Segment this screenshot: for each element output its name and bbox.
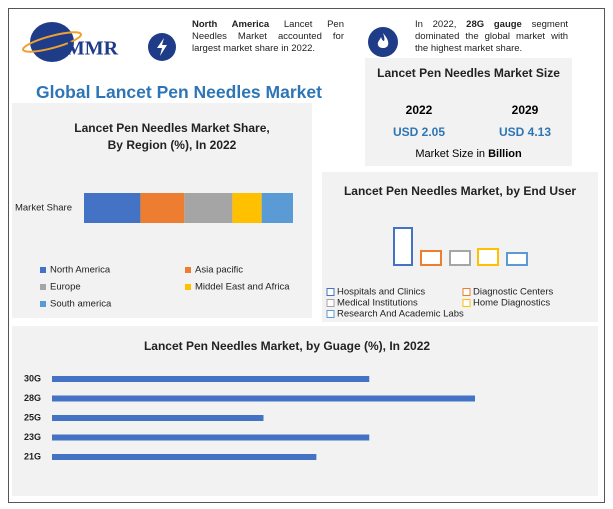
panel-title: Lancet Pen Needles Market Size — [377, 66, 560, 80]
y-tick-label: 23G — [24, 432, 41, 442]
orbit — [22, 31, 83, 53]
legend-swatch — [326, 310, 335, 318]
bar — [449, 250, 471, 266]
market-value: USD 2.05 — [392, 125, 446, 139]
bar-segment — [84, 193, 141, 223]
year: 2029 — [511, 103, 539, 117]
year: 2022 — [405, 103, 433, 117]
legend-label: Asia pacific — [195, 265, 243, 276]
legend-swatch — [40, 267, 46, 273]
bar — [52, 415, 264, 421]
note-2: In 2022, 28G gauge segment dominated the… — [415, 19, 568, 55]
bar — [52, 376, 370, 382]
bar-segment — [140, 193, 185, 223]
note-text: In 2022, — [415, 19, 457, 30]
chart-title: Lancet Pen Needles Market Share, By Regi… — [74, 121, 270, 152]
legend-label: Medical Institutions — [337, 298, 418, 309]
legend-swatch — [326, 299, 335, 307]
legend-label: Home Diagnostics — [473, 298, 550, 309]
legend-label: Europe — [50, 282, 81, 293]
y-tick-label: 21G — [24, 451, 41, 461]
bar — [52, 395, 475, 402]
legend-label: North America — [50, 265, 111, 276]
region-panel: Market Share North America Asia pacific Eur… — [12, 103, 312, 318]
bar — [420, 250, 442, 266]
gauge-chart: 30G 28G 25G 23G 21G — [24, 373, 475, 461]
legend-swatch — [462, 288, 471, 296]
unit: Billion — [488, 148, 522, 160]
globe — [30, 22, 74, 62]
bar-segment — [232, 193, 262, 223]
bar-segment — [261, 193, 293, 223]
legend-swatch — [185, 267, 191, 273]
frame — [8, 8, 605, 503]
legend-label: Hospitals and Clinics — [337, 287, 425, 298]
legend-swatch — [40, 301, 46, 307]
bar — [52, 454, 317, 460]
y-tick-label: 28G — [24, 393, 41, 403]
legend-swatch — [462, 299, 471, 307]
legend-label: Diagnostic Centers — [473, 287, 554, 298]
gauge-panel: 30G 28G 25G 23G 21G Lancet Pen Needles Marke… — [12, 326, 598, 496]
region-chart: Market Share North America Asia pacific Eur… — [15, 193, 293, 310]
note-bold: 28G gauge — [466, 19, 522, 30]
logo-text: MMR — [66, 38, 119, 60]
note-text: Lancet Pen Needles Market accounted for … — [192, 19, 344, 54]
unit-label: Market Size in — [415, 148, 486, 160]
note-bold: North America — [192, 19, 270, 30]
bar — [52, 434, 370, 441]
y-tick-label: 25G — [24, 412, 41, 422]
unit-note: Market Size in Billion — [365, 148, 572, 160]
legend-swatch — [40, 284, 46, 290]
legend-label: Middel East and Africa — [195, 282, 290, 293]
end-user-chart: Hospitals and Clinics Diagnostic Centers M… — [326, 227, 554, 320]
legend-label: South america — [50, 299, 112, 310]
page-title: Global Lancet Pen Needles Market — [36, 82, 322, 102]
logo: MMR — [22, 22, 119, 62]
bolt-icon — [148, 33, 176, 61]
bar — [506, 252, 528, 266]
market-value: USD 4.13 — [498, 125, 552, 139]
note-text: segment dominated the global market with… — [415, 19, 569, 54]
bar — [393, 227, 413, 266]
bar — [477, 248, 499, 266]
y-tick-label: 30G — [24, 373, 41, 383]
market-size-panel: Lancet Pen Needles Market Size 2022 2029… — [365, 58, 572, 166]
note-1: North America Lancet Pen Needles Market … — [192, 19, 344, 55]
chart-title: Lancet Pen Needles Market, by Guage (%),… — [143, 339, 431, 353]
legend-swatch — [185, 284, 191, 290]
category-label: Market Share — [15, 203, 72, 214]
flame-icon — [368, 27, 398, 57]
legend-swatch — [326, 288, 335, 296]
chart-title: Lancet Pen Needles Market, by End User — [343, 184, 577, 198]
bar-segment — [184, 193, 233, 223]
legend-label: Research And Academic Labs — [337, 309, 464, 320]
end-user-panel: Hospitals and Clinics Diagnostic Centers M… — [322, 172, 598, 322]
